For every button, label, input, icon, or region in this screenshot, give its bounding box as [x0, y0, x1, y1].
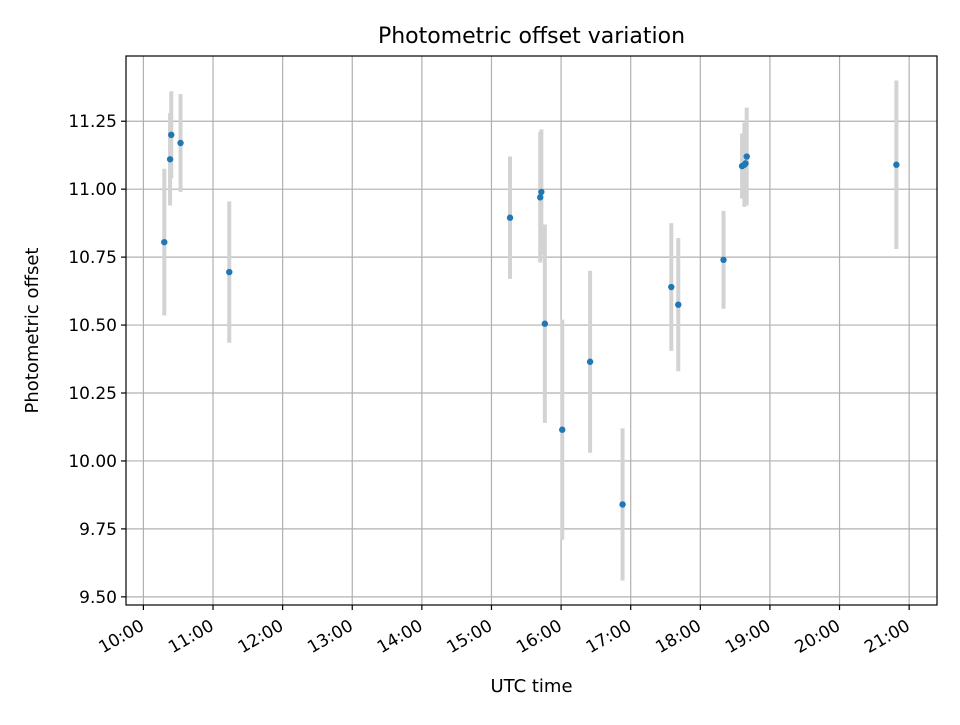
chart-title: Photometric offset variation: [378, 24, 685, 49]
y-tick-label: 10.25: [68, 384, 117, 404]
data-point: [161, 238, 168, 246]
data-point: [559, 426, 566, 433]
data-point: [537, 194, 544, 201]
y-tick-label: 10.00: [68, 452, 117, 472]
y-axis-label: Photometric offset: [22, 248, 43, 414]
y-tick-label: 10.75: [68, 248, 117, 268]
data-point: [166, 156, 174, 163]
data-point: [619, 501, 626, 508]
y-tick-label: 10.50: [68, 316, 117, 336]
data-point-layer: [161, 131, 900, 508]
data-point: [177, 139, 184, 147]
data-point: [668, 283, 675, 291]
data-point: [168, 131, 175, 139]
data-point: [720, 256, 727, 264]
data-point: [226, 268, 233, 276]
data-point: [675, 301, 682, 308]
data-point: [586, 358, 594, 365]
y-tick-label: 9.75: [79, 520, 117, 540]
x-axis-label: UTC time: [490, 676, 572, 697]
data-point: [538, 188, 545, 196]
y-tick-label: 11.25: [68, 112, 117, 132]
data-point: [506, 214, 514, 221]
data-point: [742, 160, 749, 167]
plot-frame: [125, 55, 938, 606]
grid-layer: [126, 56, 937, 605]
y-tick-label: 11.00: [68, 180, 117, 200]
data-point: [893, 161, 900, 168]
data-point: [743, 153, 750, 160]
y-tick-label: 9.50: [79, 588, 117, 608]
data-point: [541, 320, 549, 327]
